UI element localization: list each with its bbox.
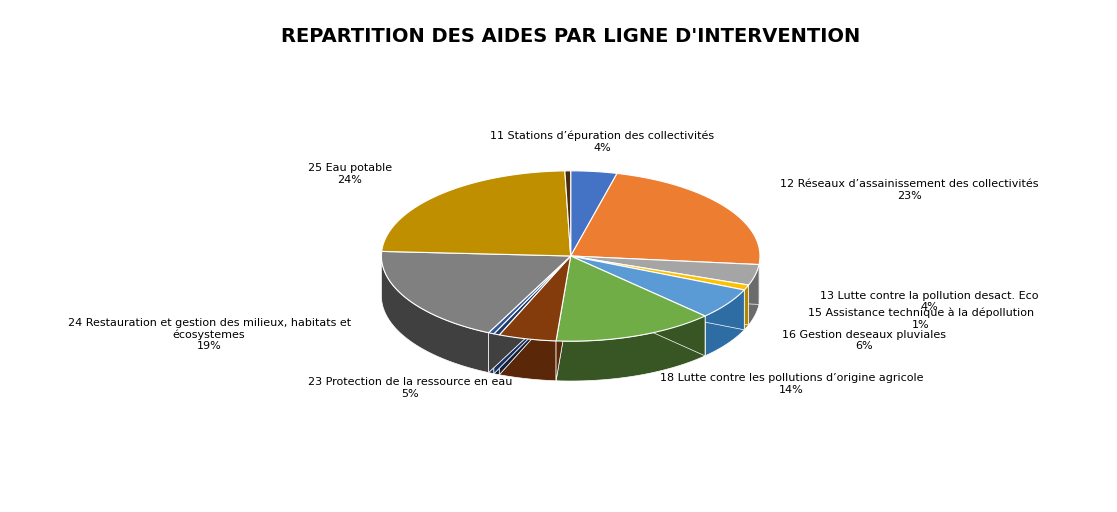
Polygon shape — [571, 256, 705, 356]
Polygon shape — [571, 256, 760, 285]
Polygon shape — [556, 316, 705, 381]
Polygon shape — [499, 256, 571, 341]
Text: 15 Assistance technique à la dépollution
1%: 15 Assistance technique à la dépollution… — [808, 307, 1034, 330]
Polygon shape — [571, 256, 705, 356]
Polygon shape — [488, 333, 494, 374]
Text: 11 Stations d’épuration des collectivités
4%: 11 Stations d’épuration des collectivité… — [490, 131, 714, 153]
Polygon shape — [494, 256, 571, 374]
Polygon shape — [571, 174, 760, 265]
Polygon shape — [571, 256, 748, 325]
Polygon shape — [381, 251, 571, 333]
Text: 24 Restauration et gestion des milieux, habitats et
écosystemes
19%: 24 Restauration et gestion des milieux, … — [68, 317, 351, 351]
Polygon shape — [488, 256, 571, 373]
Polygon shape — [499, 256, 571, 375]
Polygon shape — [494, 334, 499, 375]
Text: 16 Gestion deseaux pluviales
6%: 16 Gestion deseaux pluviales 6% — [782, 330, 946, 351]
Polygon shape — [571, 256, 748, 325]
Polygon shape — [571, 256, 744, 330]
Polygon shape — [556, 256, 571, 381]
Text: 23 Protection de la ressource en eau
5%: 23 Protection de la ressource en eau 5% — [307, 377, 512, 399]
Polygon shape — [488, 256, 571, 334]
Polygon shape — [571, 256, 744, 316]
Polygon shape — [744, 285, 748, 330]
Polygon shape — [494, 256, 571, 374]
Polygon shape — [488, 256, 571, 373]
Polygon shape — [565, 171, 571, 256]
Polygon shape — [499, 256, 571, 375]
Polygon shape — [556, 256, 705, 341]
Polygon shape — [571, 256, 744, 330]
Polygon shape — [571, 256, 748, 290]
Polygon shape — [571, 171, 617, 256]
Polygon shape — [381, 257, 488, 373]
Polygon shape — [499, 335, 556, 381]
Polygon shape — [494, 256, 571, 335]
Polygon shape — [571, 256, 760, 305]
Polygon shape — [556, 256, 571, 381]
Text: REPARTITION DES AIDES PAR LIGNE D'INTERVENTION: REPARTITION DES AIDES PAR LIGNE D'INTERV… — [281, 27, 860, 46]
Polygon shape — [571, 256, 760, 305]
Text: 25 Eau potable
24%: 25 Eau potable 24% — [308, 163, 392, 184]
Text: 13 Lutte contre la pollution desact. Eco
4%: 13 Lutte contre la pollution desact. Eco… — [820, 291, 1039, 312]
Polygon shape — [382, 171, 571, 256]
Polygon shape — [748, 265, 760, 325]
Text: 18 Lutte contre les pollutions d’origine agricole
14%: 18 Lutte contre les pollutions d’origine… — [660, 373, 924, 395]
Text: 12 Réseaux d’assainissement des collectivités
23%: 12 Réseaux d’assainissement des collecti… — [780, 179, 1039, 201]
Polygon shape — [705, 290, 744, 356]
